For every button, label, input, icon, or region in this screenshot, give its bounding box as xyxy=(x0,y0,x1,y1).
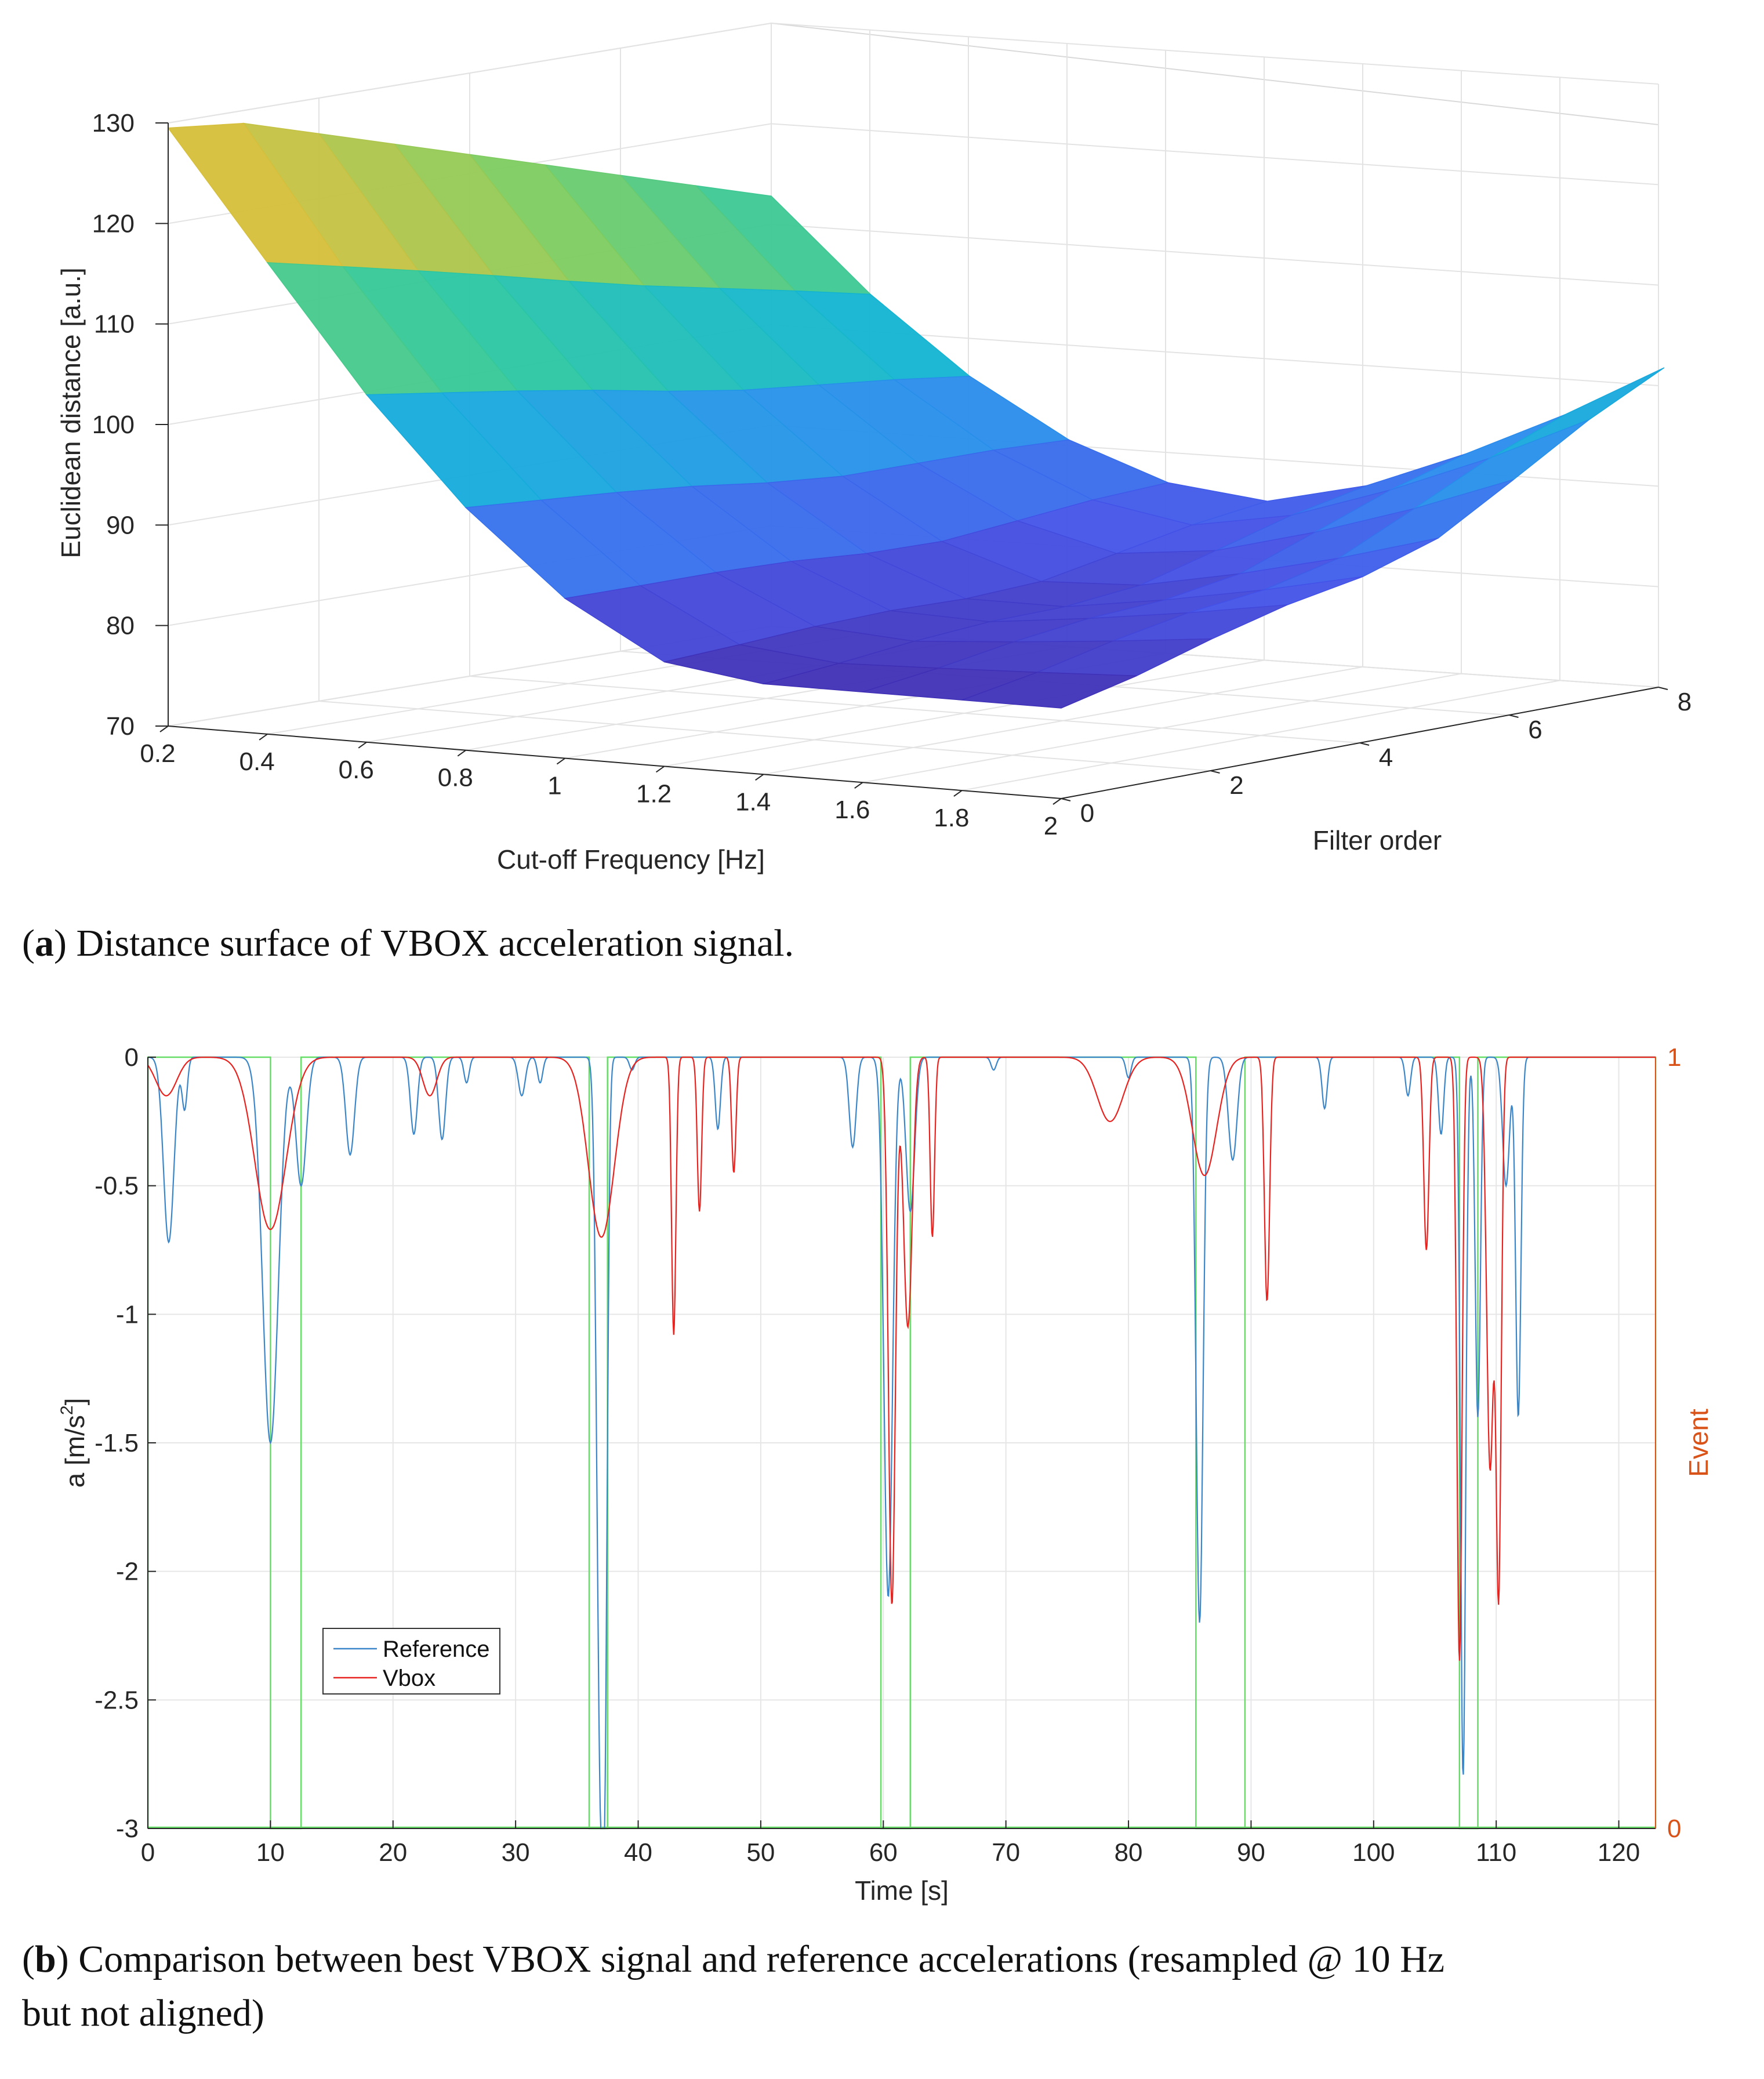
y-tick-label-b-1: -0.5 xyxy=(95,1172,139,1200)
x-tick-label-b-10: 100 xyxy=(1352,1838,1395,1867)
z-tick-label-4: 110 xyxy=(94,310,135,339)
y-tick-label-b-2: -1 xyxy=(116,1300,139,1329)
surface-mesh xyxy=(167,122,1665,709)
x-tick-label-b-0: 0 xyxy=(141,1838,155,1867)
x-tick-label-8: 1.8 xyxy=(934,804,969,832)
x-tick-mark-0 xyxy=(159,725,169,732)
surface-patch-8-0 xyxy=(961,672,1137,709)
line-axes: 0 10 20 30 40 50 60 70 80 90 100 110 1200-0.5-1-1.5-… xyxy=(95,1043,1681,1867)
legend-vbox-label: Vbox xyxy=(383,1666,435,1691)
y-axis-label-b: a [m/s2] xyxy=(57,1398,90,1488)
y2-tick-label-1: 1 xyxy=(1667,1043,1681,1072)
caption-b-text: Comparison between best VBOX signal and … xyxy=(78,1938,1444,1980)
x-tick-label-b-2: 20 xyxy=(379,1838,407,1867)
x-tick-mark-9 xyxy=(1052,798,1062,805)
x-axis-label: Cut-off Frequency [Hz] xyxy=(497,844,765,875)
y2-axis-label: Event xyxy=(1683,1409,1714,1477)
y-axis-label-b-sup: 2 xyxy=(57,1405,77,1415)
y-tick-label-b-6: -3 xyxy=(116,1815,139,1843)
caption-a-letter: a xyxy=(35,922,54,964)
floor-grid-y-1 xyxy=(318,701,1211,771)
x-tick-mark-8 xyxy=(953,790,963,797)
y-tick-mark-2 xyxy=(1359,742,1370,746)
y-tick-label-0: 0 xyxy=(1080,799,1094,828)
caption-b-letter: b xyxy=(35,1938,56,1980)
x-axis-label-b: Time [s] xyxy=(855,1875,949,1906)
caption-b-line2: but not aligned) xyxy=(22,1992,264,2034)
y-tick-label-b-4: -2 xyxy=(116,1558,139,1586)
x-tick-label-6: 1.4 xyxy=(735,788,771,816)
x-tick-label-b-9: 90 xyxy=(1237,1838,1265,1867)
y-tick-label-2: 4 xyxy=(1379,743,1393,772)
x-tick-label-b-4: 40 xyxy=(624,1838,652,1867)
x-tick-label-b-11: 110 xyxy=(1476,1838,1516,1867)
y-tick-mark-0 xyxy=(1061,798,1071,801)
y-axis-label: Filter order xyxy=(1313,825,1442,855)
z-tick-label-0: 70 xyxy=(106,712,135,741)
x-tick-label-b-8: 80 xyxy=(1115,1838,1143,1867)
x-tick-mark-5 xyxy=(655,765,665,773)
x-tick-label-b-6: 60 xyxy=(869,1838,898,1867)
wall-grid-right-5 xyxy=(771,123,1659,186)
x-tick-mark-7 xyxy=(854,782,863,789)
z-tick-label-6: 130 xyxy=(92,109,135,137)
x-tick-label-b-3: 30 xyxy=(502,1838,530,1867)
x-axis-line xyxy=(168,725,1062,799)
legend-box xyxy=(322,1628,500,1695)
signal-series xyxy=(147,1056,1656,1830)
z-tick-label-2: 90 xyxy=(106,511,135,539)
panel-b-line-chart: 0 10 20 30 40 50 60 70 80 90 100 110 1200-0.5-1-1.5-… xyxy=(22,1043,1714,2034)
y-axis-label-b-close: ] xyxy=(60,1398,90,1406)
x-tick-label-5: 1.2 xyxy=(636,779,672,808)
z-tick-label-3: 100 xyxy=(92,411,135,439)
x-tick-label-b-1: 10 xyxy=(256,1838,285,1867)
y-tick-label-4: 8 xyxy=(1678,688,1692,716)
x-tick-label-7: 1.6 xyxy=(834,796,870,824)
wall-grid-right-6 xyxy=(771,23,1659,85)
x-tick-mark-2 xyxy=(358,741,367,749)
x-tick-label-b-7: 70 xyxy=(992,1838,1020,1867)
wall-grid-right-4 xyxy=(771,223,1659,286)
caption-a: (a) Distance surface of VBOX acceleratio… xyxy=(22,922,794,964)
panel-a-surface-chart: 0.2 0.4 0.6 0.8 1 1.2 1.4 1.6 1.8 2 02468708090100… xyxy=(22,22,1692,964)
legend: Reference Vbox xyxy=(322,1628,500,1695)
x-tick-mark-3 xyxy=(457,749,466,757)
floor-grid-y-2 xyxy=(469,676,1360,743)
x-tick-label-9: 2 xyxy=(1044,812,1058,840)
y-axis-line xyxy=(1061,687,1659,799)
z-tick-label-1: 80 xyxy=(106,612,135,640)
y-tick-label-b-3: -1.5 xyxy=(95,1429,139,1457)
y-tick-mark-4 xyxy=(1658,687,1668,690)
z-tick-label-5: 120 xyxy=(92,209,135,238)
x-tick-label-1: 0.4 xyxy=(239,748,275,776)
legend-reference-label: Reference xyxy=(383,1637,490,1662)
x-tick-label-4: 1 xyxy=(547,772,561,800)
x-tick-mark-6 xyxy=(755,774,764,781)
x-tick-mark-4 xyxy=(556,757,566,765)
x-tick-mark-1 xyxy=(259,734,268,741)
y-tick-label-3: 6 xyxy=(1528,716,1542,744)
y-tick-mark-3 xyxy=(1509,714,1519,718)
x-tick-label-0: 0.2 xyxy=(140,739,175,768)
y-tick-label-b-0: 0 xyxy=(125,1043,139,1072)
caption-a-text: Distance surface of VBOX acceleration si… xyxy=(76,922,794,964)
y-tick-label-b-5: -2.5 xyxy=(95,1686,139,1714)
surface-axes: 0.2 0.4 0.6 0.8 1 1.2 1.4 1.6 1.8 2 02468708090100… xyxy=(92,109,1692,840)
x-tick-label-3: 0.8 xyxy=(438,764,473,792)
y-tick-mark-1 xyxy=(1210,770,1220,774)
x-tick-label-b-5: 50 xyxy=(746,1838,775,1867)
z-axis-label: Euclidean distance [a.u.] xyxy=(56,267,86,558)
caption-b-line1: (b) Comparison between best VBOX signal … xyxy=(22,1938,1444,1980)
series-line-vbox xyxy=(147,1056,1656,1661)
x-tick-label-2: 0.6 xyxy=(339,756,374,784)
y2-tick-label-0: 0 xyxy=(1667,1815,1681,1843)
y-axis-label-b-text: a [m/s xyxy=(60,1415,90,1487)
x-tick-label-b-12: 120 xyxy=(1598,1838,1640,1867)
y-tick-label-1: 2 xyxy=(1229,771,1243,800)
